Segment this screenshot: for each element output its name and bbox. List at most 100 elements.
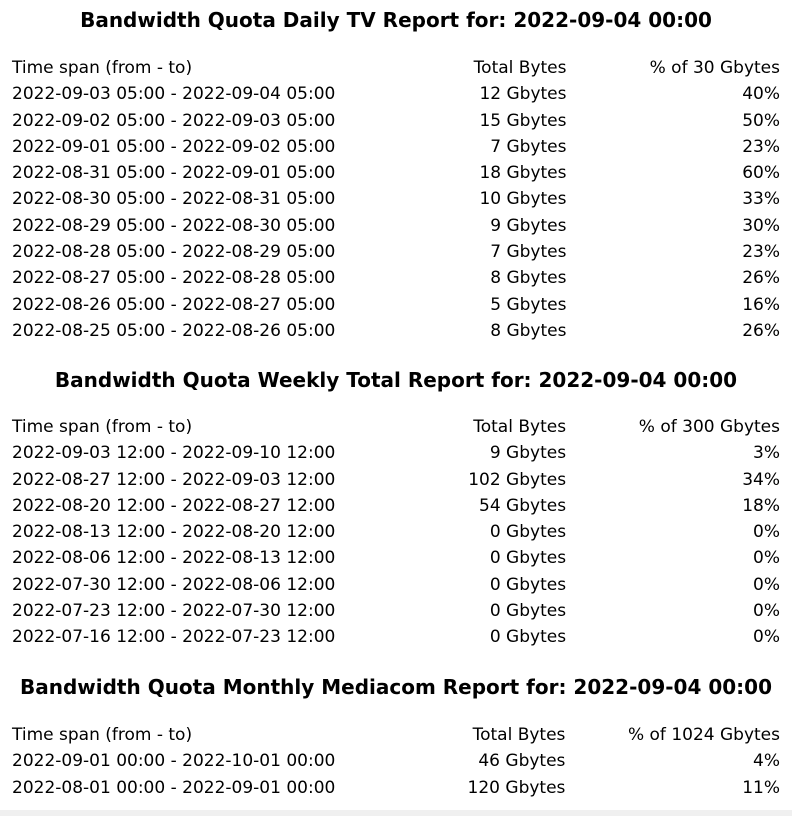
time-span-cell: 2022-08-06 12:00 - 2022-08-13 12:00: [12, 548, 336, 569]
table-row: 2022-08-31 05:00 - 2022-09-01 05:00 18 Gb…: [12, 160, 780, 186]
percent-cell: 26%: [742, 320, 780, 341]
weekly-report-table: Time span (from - to) Total Bytes % of 3…: [12, 414, 780, 651]
total-bytes-cell: 8 Gbytes: [490, 268, 567, 289]
percent-cell: 3%: [753, 443, 780, 464]
total-bytes-cell: 54 Gbytes: [479, 495, 567, 516]
time-span-cell: 2022-08-01 00:00 - 2022-09-01 00:00: [12, 777, 336, 798]
percent-cell: 60%: [742, 163, 780, 184]
table-row: 2022-08-20 12:00 - 2022-08-27 12:00 54 Gb…: [12, 493, 780, 519]
time-span-cell: 2022-09-03 05:00 - 2022-09-04 05:00: [12, 84, 336, 105]
table-row: 2022-09-03 12:00 - 2022-09-10 12:00 9 Gby…: [12, 440, 780, 466]
total-bytes-cell: 15 Gbytes: [479, 110, 567, 131]
column-header-total-bytes: Total Bytes: [473, 58, 567, 78]
total-bytes-cell: 0 Gbytes: [489, 574, 567, 595]
percent-cell: 26%: [742, 268, 780, 289]
table-row: 2022-08-29 05:00 - 2022-08-30 05:00 9 Gby…: [12, 213, 780, 239]
table-row: 2022-09-02 05:00 - 2022-09-03 05:00 15 Gb…: [12, 108, 780, 134]
column-header-total-bytes: Total Bytes: [472, 725, 566, 745]
table-row: 2022-07-16 12:00 - 2022-07-23 12:00 0 Gby…: [12, 624, 780, 650]
time-span-cell: 2022-07-30 12:00 - 2022-08-06 12:00: [12, 574, 336, 595]
percent-cell: 0%: [753, 522, 780, 543]
total-bytes-cell: 0 Gbytes: [489, 627, 567, 648]
table-row: 2022-08-28 05:00 - 2022-08-29 05:00 7 Gby…: [12, 239, 780, 265]
daily-report-table: Time span (from - to) Total Bytes % of 3…: [12, 55, 780, 344]
total-bytes-cell: 7 Gbytes: [490, 242, 567, 263]
total-bytes-cell: 8 Gbytes: [490, 320, 567, 341]
time-span-cell: 2022-09-01 00:00 - 2022-10-01 00:00: [12, 751, 336, 772]
table-row: 2022-08-01 00:00 - 2022-09-01 00:00 120 G…: [12, 775, 780, 801]
time-span-cell: 2022-08-25 05:00 - 2022-08-26 05:00: [12, 320, 336, 341]
total-bytes-cell: 18 Gbytes: [479, 163, 567, 184]
table-row: 2022-07-23 12:00 - 2022-07-30 12:00 0 Gby…: [12, 598, 780, 624]
time-span-cell: 2022-09-02 05:00 - 2022-09-03 05:00: [12, 110, 336, 131]
monthly-report-title: Bandwidth Quota Monthly Mediacom Report …: [19, 675, 772, 699]
weekly-report-section: Bandwidth Quota Weekly Total Report for:…: [0, 366, 792, 394]
time-span-cell: 2022-08-27 12:00 - 2022-09-03 12:00: [12, 469, 336, 490]
table-row: 2022-08-06 12:00 - 2022-08-13 12:00 0 Gby…: [12, 545, 780, 571]
time-span-cell: 2022-08-31 05:00 - 2022-09-01 05:00: [12, 163, 336, 184]
total-bytes-cell: 12 Gbytes: [479, 84, 567, 105]
time-span-cell: 2022-07-16 12:00 - 2022-07-23 12:00: [12, 627, 336, 648]
table-row: 2022-08-30 05:00 - 2022-08-31 05:00 10 Gb…: [12, 186, 780, 212]
column-header-time-span: Time span (from - to): [12, 58, 193, 78]
total-bytes-cell: 0 Gbytes: [489, 522, 567, 543]
time-span-cell: 2022-09-03 12:00 - 2022-09-10 12:00: [12, 443, 336, 464]
table-row: 2022-08-25 05:00 - 2022-08-26 05:00 8 Gby…: [12, 318, 780, 344]
percent-cell: 0%: [753, 574, 780, 595]
total-bytes-cell: 7 Gbytes: [490, 136, 567, 157]
time-span-cell: 2022-09-01 05:00 - 2022-09-02 05:00: [12, 136, 336, 157]
table-header-row: Time span (from - to) Total Bytes % of 3…: [12, 414, 780, 440]
total-bytes-cell: 0 Gbytes: [489, 601, 567, 622]
table-row: 2022-08-27 05:00 - 2022-08-28 05:00 8 Gby…: [12, 265, 780, 291]
table-row: 2022-09-01 05:00 - 2022-09-02 05:00 7 Gby…: [12, 134, 780, 160]
percent-cell: 34%: [742, 469, 780, 490]
total-bytes-cell: 9 Gbytes: [489, 443, 567, 464]
page-bottom-edge: [0, 810, 792, 816]
column-header-percent: % of 30 Gbytes: [649, 58, 780, 78]
monthly-report-table: Time span (from - to) Total Bytes % of 1…: [12, 722, 780, 801]
total-bytes-cell: 46 Gbytes: [478, 751, 566, 772]
table-row: 2022-08-26 05:00 - 2022-08-27 05:00 5 Gby…: [12, 292, 780, 318]
monthly-report-section: Bandwidth Quota Monthly Mediacom Report …: [0, 673, 792, 701]
total-bytes-cell: 5 Gbytes: [490, 294, 567, 315]
table-row: 2022-09-03 05:00 - 2022-09-04 05:00 12 Gb…: [12, 81, 780, 107]
time-span-cell: 2022-08-28 05:00 - 2022-08-29 05:00: [12, 242, 336, 263]
time-span-cell: 2022-07-23 12:00 - 2022-07-30 12:00: [12, 601, 336, 622]
table-row: 2022-08-13 12:00 - 2022-08-20 12:00 0 Gby…: [12, 519, 780, 545]
time-span-cell: 2022-08-20 12:00 - 2022-08-27 12:00: [12, 495, 336, 516]
percent-cell: 50%: [742, 110, 780, 131]
time-span-cell: 2022-08-26 05:00 - 2022-08-27 05:00: [12, 294, 336, 315]
time-span-cell: 2022-08-27 05:00 - 2022-08-28 05:00: [12, 268, 336, 289]
percent-cell: 33%: [742, 189, 780, 210]
percent-cell: 23%: [742, 136, 780, 157]
time-span-cell: 2022-08-13 12:00 - 2022-08-20 12:00: [12, 522, 336, 543]
percent-cell: 30%: [742, 215, 780, 236]
percent-cell: 0%: [753, 627, 780, 648]
percent-cell: 40%: [742, 84, 780, 105]
total-bytes-cell: 9 Gbytes: [490, 215, 567, 236]
column-header-percent: % of 300 Gbytes: [638, 417, 780, 437]
total-bytes-cell: 120 Gbytes: [467, 777, 566, 798]
percent-cell: 11%: [742, 777, 780, 798]
table-header-row: Time span (from - to) Total Bytes % of 1…: [12, 722, 780, 748]
percent-cell: 4%: [753, 751, 780, 772]
time-span-cell: 2022-08-29 05:00 - 2022-08-30 05:00: [12, 215, 336, 236]
column-header-time-span: Time span (from - to): [12, 417, 193, 437]
table-header-row: Time span (from - to) Total Bytes % of 3…: [12, 55, 780, 81]
percent-cell: 16%: [742, 294, 780, 315]
time-span-cell: 2022-08-30 05:00 - 2022-08-31 05:00: [12, 189, 336, 210]
table-row: 2022-07-30 12:00 - 2022-08-06 12:00 0 Gby…: [12, 572, 780, 598]
daily-report-section: Bandwidth Quota Daily TV Report for: 202…: [0, 6, 792, 34]
column-header-time-span: Time span (from - to): [12, 725, 193, 745]
weekly-report-title: Bandwidth Quota Weekly Total Report for:…: [54, 368, 738, 392]
table-row: 2022-09-01 00:00 - 2022-10-01 00:00 46 Gb…: [12, 748, 780, 774]
total-bytes-cell: 0 Gbytes: [489, 548, 567, 569]
column-header-total-bytes: Total Bytes: [473, 417, 567, 437]
total-bytes-cell: 102 Gbytes: [468, 469, 567, 490]
percent-cell: 0%: [753, 548, 780, 569]
table-row: 2022-08-27 12:00 - 2022-09-03 12:00 102 G…: [12, 467, 780, 493]
percent-cell: 0%: [753, 601, 780, 622]
total-bytes-cell: 10 Gbytes: [479, 189, 567, 210]
column-header-percent: % of 1024 Gbytes: [627, 725, 780, 745]
